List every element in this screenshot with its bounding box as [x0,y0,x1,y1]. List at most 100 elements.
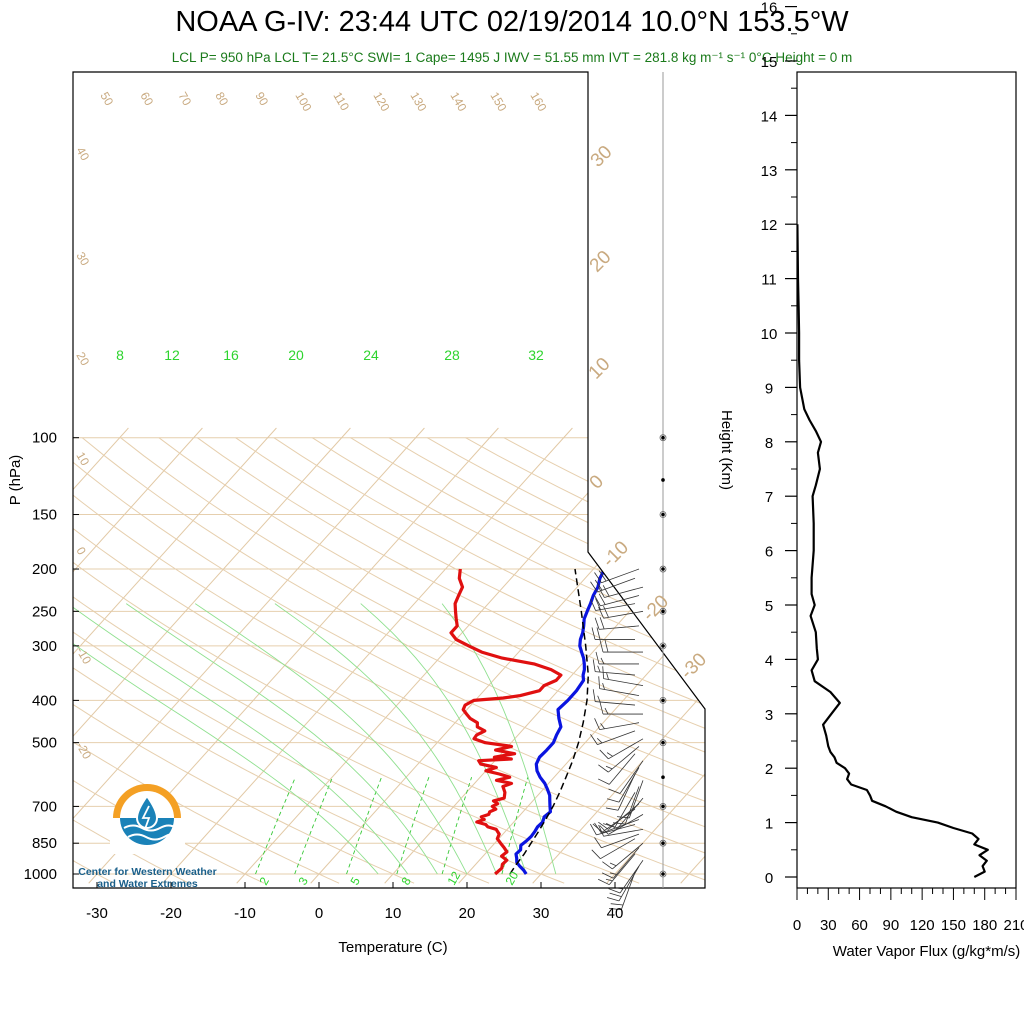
barb-staff [597,730,636,745]
wind-barb [594,593,640,607]
barb-staff [599,625,640,630]
dry-adiabat [73,437,265,884]
y-tick-label: 250 [32,603,57,620]
barb-staff [618,767,640,803]
barb-flag [605,878,613,882]
barb-staff [604,586,644,598]
barb-staff [608,746,640,773]
height-tick-label: 13 [761,163,778,180]
wind-barb [594,718,640,731]
dry-adiabat [465,437,705,884]
mixing-ratio-label: 8 [398,874,414,887]
barb-flag [600,723,605,730]
moist-adiabat [73,603,379,875]
barb-flag [597,665,601,673]
barb-flag [610,903,624,906]
barb-staff [600,838,636,860]
barb-staff [599,722,640,731]
mixing-ratio-line [396,777,430,875]
mixing-ratio-line [346,777,382,875]
barb-staff [628,780,644,819]
isotherm-line [384,427,705,884]
barb-flag [598,676,601,689]
height-tick-label: 2 [765,761,773,778]
calm-circle [659,511,667,518]
isotherm-line [73,427,425,884]
theta-label: 40 [73,145,92,164]
barb-flag [599,701,604,715]
wind-barb [599,738,644,760]
flux-tick-label: 30 [820,917,837,934]
wind-barb [599,639,643,653]
barb-flag [598,606,604,619]
barb-flag [594,837,602,848]
calm-circle [659,870,667,878]
y-tick-label: 300 [32,638,57,655]
wind-barb [597,753,636,785]
wind-barb [590,598,636,611]
barb-flag [590,599,596,611]
wind-barb [598,746,640,773]
calm-circle [659,696,667,704]
barb-flag [603,605,609,618]
x-tick-label: 20 [459,905,476,922]
barb-flag [608,788,621,794]
calm-circle [659,642,667,650]
mixing-ratio-line [441,777,473,875]
wind-barb [590,730,636,745]
logo-line-2: and Water Extremes [97,878,198,890]
barb-staff [612,842,644,870]
x-axis-label: Temperature (C) [338,939,447,956]
wind-level-dot [661,435,665,440]
wind-level-dot [661,512,665,517]
barb-flag [609,862,617,867]
barb-staff [618,866,640,902]
barb-flag [616,816,630,819]
y-tick-label: 100 [32,430,57,447]
isotherm-line [73,427,277,884]
wind-level-dot [661,644,665,648]
isotherm-label: 0 [586,471,608,493]
wind-level-dot [661,698,665,703]
isotherm-label: 20 [586,247,616,277]
wind-barb [590,823,636,836]
barb-flag [594,617,600,630]
wind-barb [590,577,636,593]
isotherm-line [236,427,647,884]
theta-label: 70 [175,90,194,109]
wind-barb [598,605,644,619]
barb-flag [604,639,609,653]
wind-barb [606,767,640,803]
barb-flag [594,579,603,591]
wind-level-dot [661,775,665,780]
barb-staff [603,678,644,687]
moist-adiabat-label: 20 [288,347,304,363]
wind-barb [616,780,644,819]
moist-adiabat [274,603,498,875]
mixing-ratio-label: 5 [347,874,363,887]
flux-x-axis-label: Water Vapor Flux (g/kg*m/s) [833,943,1021,960]
moist-adiabat-label: 12 [164,347,180,363]
barb-flag [597,878,610,886]
barb-flag [612,822,626,825]
barb-flag [591,849,601,859]
barb-flag [592,689,596,702]
barb-staff [603,610,644,619]
barb-staff [596,824,636,836]
barb-flag [598,570,607,582]
moist-adiabat [125,603,438,875]
moist-adiabat [73,603,409,875]
wind-level-dot [661,841,665,846]
barb-flag [599,617,605,630]
x-tick-label: 40 [607,905,624,922]
dry-adiabat [273,437,705,884]
parcel-path [509,568,590,875]
height-tick-label: 5 [765,598,773,615]
barb-staff [608,738,644,760]
barb-staff [595,603,636,611]
barb-staff [608,753,636,785]
barb-staff [595,701,636,706]
moist-adiabat-label: 32 [528,347,544,363]
dry-adiabat [120,437,705,884]
theta-label: 90 [252,90,271,109]
